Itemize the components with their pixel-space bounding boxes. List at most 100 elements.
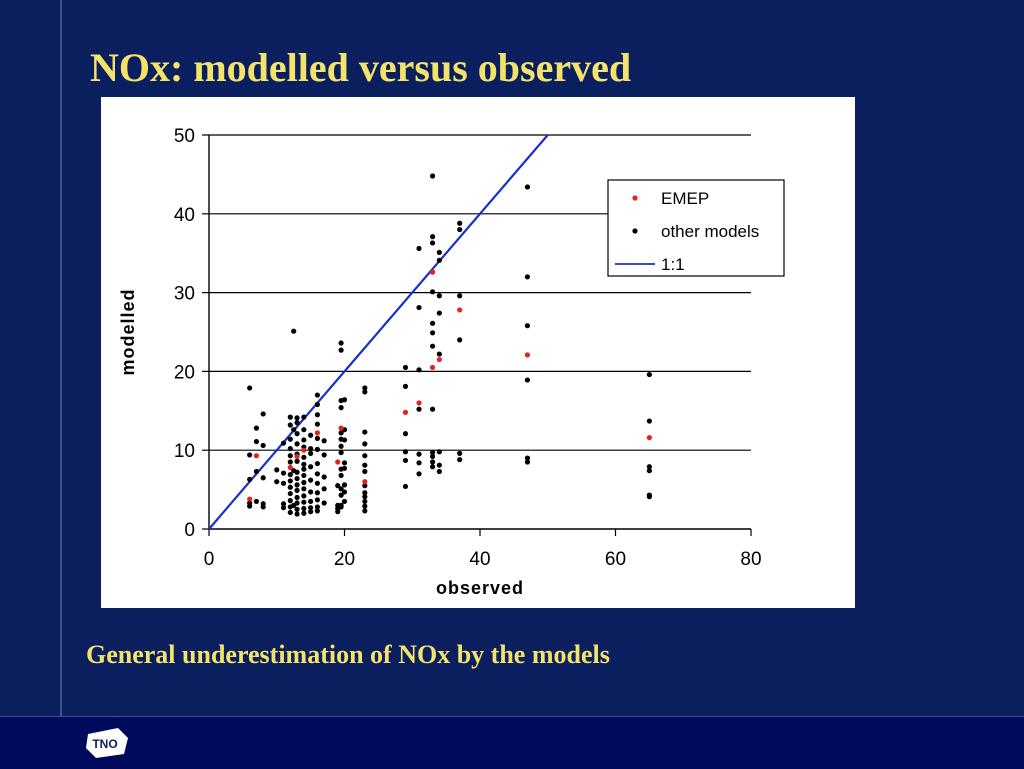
point-other-models-23 — [287, 436, 293, 442]
point-other-models-96 — [335, 483, 341, 489]
point-other-models-165 — [457, 220, 463, 226]
point-other-models-168 — [457, 337, 463, 343]
point-other-models-34 — [291, 328, 297, 334]
point-other-models-149 — [429, 320, 436, 326]
point-other-models-33 — [287, 509, 293, 516]
x-tick-label-40: 40 — [469, 549, 490, 570]
point-other-models-108 — [338, 492, 344, 498]
point-other-models-88 — [321, 438, 327, 444]
point-other-models-28 — [287, 478, 293, 484]
point-other-models-179 — [646, 464, 652, 470]
point-other-models-117 — [341, 489, 348, 495]
point-other-models-83 — [314, 480, 320, 486]
point-other-models-106 — [338, 472, 344, 479]
point-other-models-11 — [260, 475, 266, 481]
point-other-models-158 — [436, 257, 442, 263]
point-other-models-167 — [457, 293, 463, 299]
point-other-models-52 — [301, 414, 307, 420]
point-other-models-26 — [287, 459, 293, 465]
point-other-models-95 — [335, 509, 341, 515]
legend-box — [607, 179, 785, 277]
legend-label-one-to-one: 1:1 — [661, 255, 685, 274]
point-other-models-154 — [429, 453, 436, 460]
point-emep-2 — [287, 464, 293, 471]
x-axis-title: observed — [436, 578, 524, 598]
point-other-models-31 — [287, 498, 293, 504]
point-other-models-133 — [402, 383, 409, 389]
point-other-models-63 — [301, 499, 307, 505]
point-other-models-143 — [416, 460, 422, 466]
axes — [202, 134, 752, 536]
point-other-models-146 — [429, 234, 436, 240]
point-other-models-173 — [524, 323, 531, 329]
y-tick-label-40: 40 — [174, 205, 195, 226]
point-other-models-157 — [436, 249, 442, 256]
point-other-models-60 — [301, 479, 307, 486]
point-other-models-147 — [429, 240, 436, 246]
chart-panel: 0 10 20 30 40 50 0 20 40 60 80 observed modelled E… — [101, 97, 855, 608]
point-other-models-79 — [314, 435, 320, 441]
point-other-models-125 — [362, 468, 368, 475]
point-other-models-8 — [253, 498, 260, 505]
point-emep-0 — [247, 496, 253, 502]
point-other-models-101 — [338, 430, 344, 436]
point-other-models-122 — [362, 441, 368, 447]
point-other-models-178 — [646, 418, 652, 424]
point-other-models-103 — [338, 443, 344, 449]
point-other-models-145 — [429, 173, 436, 179]
point-other-models-44 — [294, 469, 300, 475]
point-other-models-161 — [436, 351, 442, 357]
point-other-models-134 — [402, 431, 409, 437]
point-other-models-176 — [524, 459, 531, 465]
point-other-models-164 — [436, 468, 442, 475]
point-other-models-16 — [280, 440, 287, 446]
point-other-models-121 — [362, 429, 368, 435]
point-other-models-140 — [416, 367, 422, 373]
point-other-models-97 — [338, 340, 344, 346]
point-other-models-177 — [646, 371, 652, 378]
point-other-models-156 — [429, 464, 436, 470]
point-other-models-45 — [294, 475, 300, 482]
y-tick-label-30: 30 — [174, 284, 195, 305]
point-other-models-175 — [524, 455, 531, 461]
point-other-models-76 — [314, 401, 320, 408]
scatter-chart: 0 10 20 30 40 50 0 20 40 60 80 observed modelled E… — [118, 126, 785, 598]
point-other-models-47 — [294, 487, 300, 493]
point-other-models-87 — [314, 508, 320, 514]
point-other-models-166 — [457, 226, 463, 233]
point-other-models-138 — [416, 245, 422, 252]
point-other-models-150 — [429, 330, 436, 336]
point-other-models-38 — [294, 415, 300, 421]
point-other-models-50 — [294, 506, 300, 512]
point-other-models-85 — [314, 497, 320, 503]
legend-marker-other-models — [632, 228, 638, 234]
point-other-models-43 — [294, 458, 300, 464]
slide-caption: General underestimation of NOx by the mo… — [86, 640, 610, 669]
point-other-models-59 — [301, 472, 307, 479]
point-other-models-141 — [416, 406, 422, 412]
point-other-models-116 — [341, 482, 348, 488]
point-other-models-2 — [247, 476, 253, 482]
point-other-models-118 — [341, 498, 348, 505]
point-other-models-132 — [402, 364, 409, 371]
point-other-models-130 — [362, 503, 368, 509]
point-other-models-123 — [362, 453, 368, 459]
point-other-models-169 — [457, 450, 463, 456]
point-other-models-119 — [362, 385, 368, 391]
point-other-models-86 — [314, 504, 320, 510]
legend-label-other-models: other models — [661, 222, 759, 241]
point-other-models-54 — [301, 437, 307, 443]
slide-divider-line — [60, 0, 62, 716]
point-other-models-153 — [429, 449, 436, 456]
point-emep-3 — [294, 453, 300, 460]
point-other-models-92 — [321, 500, 327, 506]
point-other-models-1 — [247, 452, 253, 458]
point-other-models-180 — [646, 468, 652, 474]
legend-marker-emep — [632, 195, 638, 201]
point-other-models-127 — [362, 490, 368, 496]
point-other-models-104 — [338, 449, 344, 456]
point-other-models-115 — [341, 465, 348, 471]
point-emep-5 — [314, 430, 320, 436]
x-tick-label-20: 20 — [334, 549, 355, 570]
footer-bar — [0, 716, 1024, 769]
